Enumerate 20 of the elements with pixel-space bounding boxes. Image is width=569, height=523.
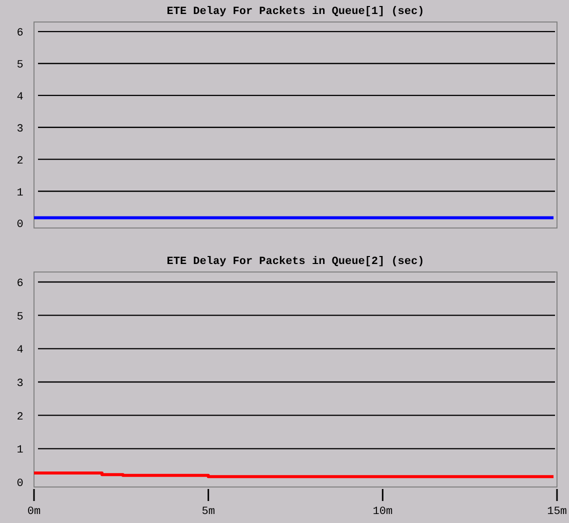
y-tick-label: 0 <box>16 219 24 232</box>
chart-title: ETE Delay For Packets in Queue[1] (sec) <box>166 6 424 18</box>
y-tick-label: 3 <box>16 378 24 390</box>
y-tick-label: 3 <box>16 123 24 136</box>
y-tick-label: 0 <box>16 478 24 490</box>
y-tick-label: 2 <box>16 411 24 424</box>
x-tick-label: 0m <box>27 506 41 518</box>
y-tick-label: 6 <box>16 28 24 40</box>
x-tick-label: 15m <box>547 506 568 518</box>
chart-title: ETE Delay For Packets in Queue[2] (sec) <box>166 256 424 268</box>
y-tick-label: 6 <box>16 278 24 290</box>
y-tick-label: 1 <box>16 187 24 200</box>
y-tick-label: 5 <box>16 311 24 324</box>
x-tick-label: 5m <box>202 506 216 518</box>
y-tick-label: 4 <box>16 91 24 104</box>
y-tick-label: 2 <box>16 155 24 168</box>
y-tick-label: 4 <box>16 344 24 357</box>
x-tick-label: 10m <box>372 506 393 518</box>
y-tick-label: 1 <box>16 444 24 457</box>
y-tick-label: 5 <box>16 60 24 72</box>
